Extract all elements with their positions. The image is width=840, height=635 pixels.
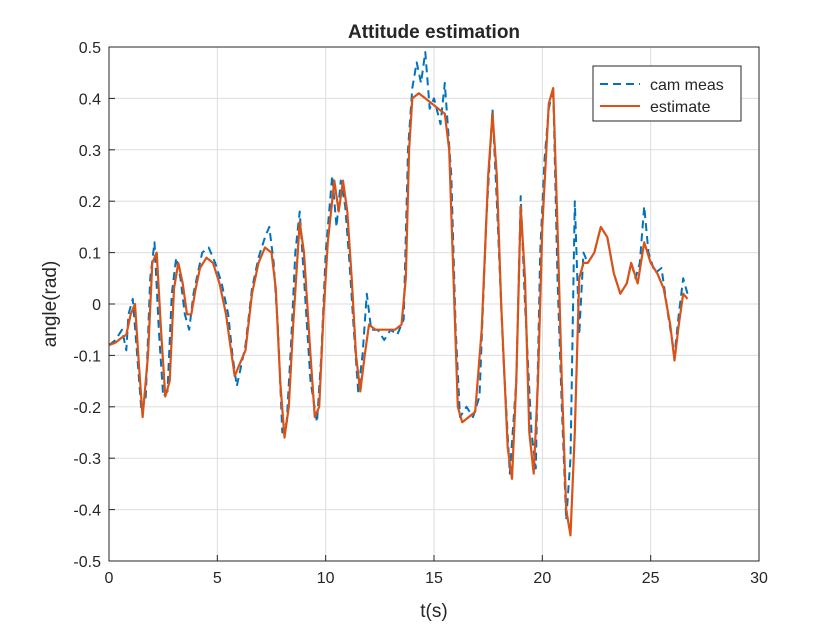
legend-label-estimate: estimate — [650, 99, 711, 116]
legend-label-cam-meas: cam meas — [650, 77, 724, 94]
legend-box — [592, 65, 742, 122]
ticks: 0 5 10 15 20 25 30 -0.5 -0.4 -0.3 -0.2 -0.1 0 0.1 0.2 0… — [73, 40, 768, 587]
y-tick-label: -0.4 — [73, 503, 101, 520]
y-tick-label: 0.3 — [79, 143, 101, 160]
y-axis-label: angle(rad) — [40, 261, 61, 348]
x-tick-label: 5 — [213, 570, 222, 587]
y-tick-label: -0.3 — [73, 451, 101, 468]
y-tick-label: -0.2 — [73, 400, 101, 417]
series-line-estimate — [108, 87, 689, 537]
y-tick-label: 0.2 — [79, 194, 101, 211]
y-tick-label: 0.5 — [79, 40, 101, 57]
x-tick-label: 20 — [533, 570, 551, 587]
x-tick-label: 30 — [750, 570, 768, 587]
series-layer — [108, 51, 689, 537]
y-tick-label: 0.4 — [79, 91, 101, 108]
x-tick-label: 25 — [642, 570, 660, 587]
legend: cam meas estimate — [592, 65, 742, 122]
y-tick-label: -0.5 — [73, 554, 101, 571]
y-tick-label: 0.1 — [79, 246, 101, 263]
y-tick-label: 0 — [92, 297, 101, 314]
chart-title: Attitude estimation — [348, 22, 520, 43]
x-axis-label: t(s) — [420, 601, 447, 622]
y-tick-label: -0.1 — [73, 348, 101, 365]
x-tick-label: 0 — [105, 570, 114, 587]
x-tick-label: 15 — [425, 570, 443, 587]
x-tick-label: 10 — [317, 570, 335, 587]
